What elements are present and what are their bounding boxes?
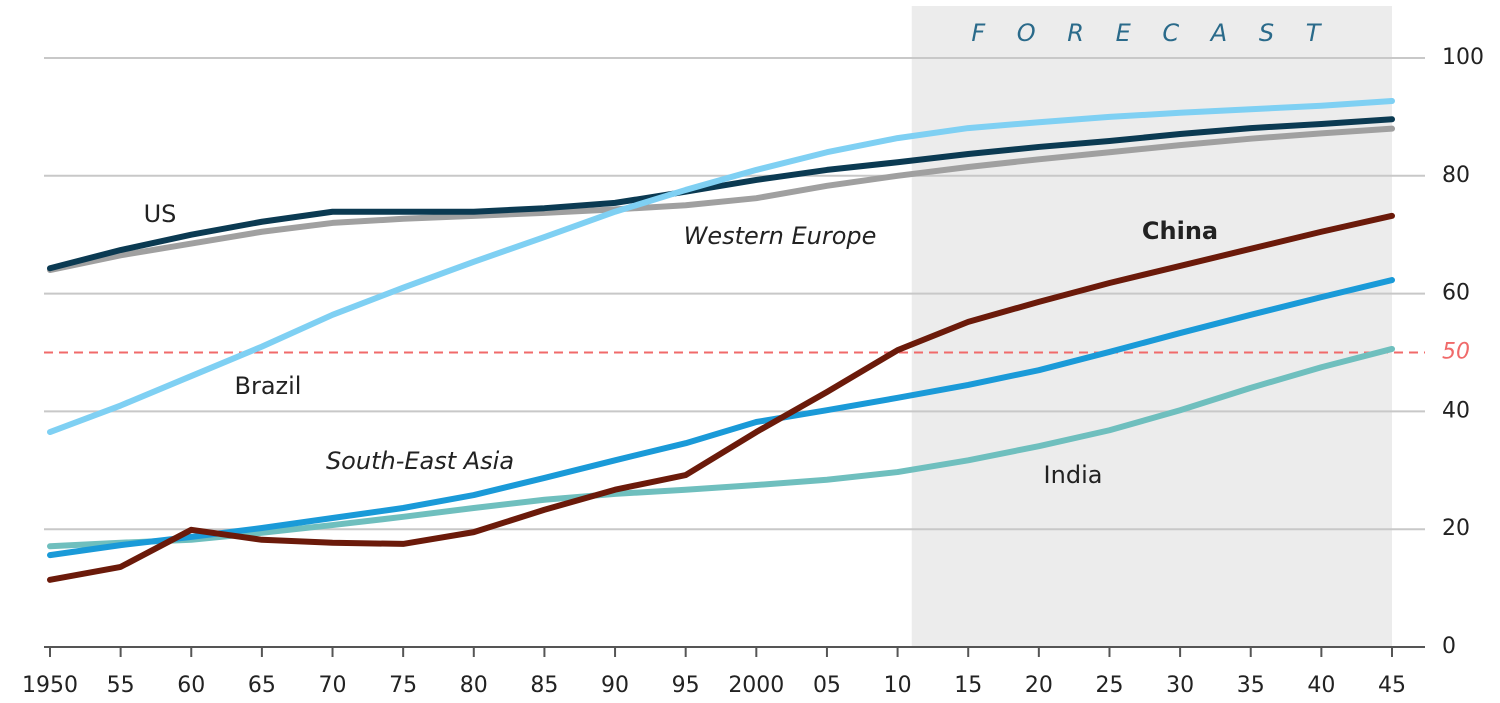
series-line <box>47 277 1395 559</box>
y-tick-label: 0 <box>1442 634 1456 659</box>
reference-label: 50 <box>1442 340 1470 365</box>
series-label: US <box>144 200 177 228</box>
x-tick-label: 65 <box>248 673 276 698</box>
x-tick-label: 95 <box>672 673 700 698</box>
series-label: South-East Asia <box>326 447 514 475</box>
x-tick-label: 1950 <box>22 673 78 698</box>
x-tick-label: 45 <box>1378 673 1406 698</box>
series-line <box>47 125 1395 274</box>
x-tick-label: 10 <box>884 673 912 698</box>
series-line <box>47 212 1395 583</box>
y-tick-label: 60 <box>1442 281 1470 306</box>
x-tick-label: 80 <box>460 673 488 698</box>
series-line <box>47 345 1395 550</box>
x-tick-label: 40 <box>1307 673 1335 698</box>
forecast-region <box>911 6 1392 647</box>
series-label: China <box>1142 217 1218 245</box>
series-label: India <box>1044 461 1103 489</box>
x-tick-label: 55 <box>107 673 135 698</box>
forecast-label: F O R E C A S T <box>971 19 1332 47</box>
x-tick-label: 15 <box>954 673 982 698</box>
x-tick-label: 75 <box>389 673 417 698</box>
x-tick-label: 70 <box>319 673 347 698</box>
x-tick-label: 90 <box>601 673 629 698</box>
x-tick-label: 2000 <box>728 673 784 698</box>
x-tick-label: 25 <box>1095 673 1123 698</box>
series-label: Brazil <box>235 372 302 400</box>
y-tick-label: 20 <box>1442 516 1470 541</box>
series-label: Western Europe <box>684 222 877 250</box>
y-tick-label: 100 <box>1442 45 1484 70</box>
x-tick-label: 30 <box>1166 673 1194 698</box>
x-tick-label: 60 <box>177 673 205 698</box>
x-tick-label: 05 <box>813 673 841 698</box>
y-tick-label: 80 <box>1442 163 1470 188</box>
x-tick-label: 85 <box>530 673 558 698</box>
x-tick-label: 20 <box>1025 673 1053 698</box>
x-tick-label: 35 <box>1237 673 1265 698</box>
series-line <box>47 97 1395 436</box>
series-line <box>47 116 1395 272</box>
y-tick-label: 40 <box>1442 398 1470 423</box>
